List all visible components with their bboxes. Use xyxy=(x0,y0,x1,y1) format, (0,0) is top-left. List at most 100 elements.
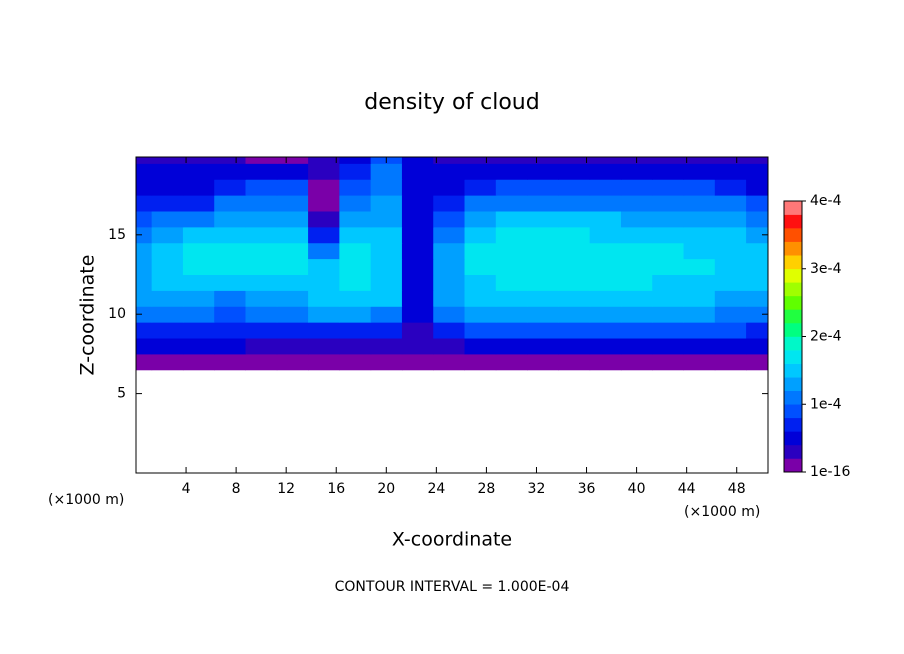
field-cell xyxy=(433,242,466,260)
field-cell xyxy=(527,258,559,276)
field-cell xyxy=(527,210,559,228)
field-cell xyxy=(339,290,372,307)
field-cell xyxy=(683,157,716,164)
field-cell xyxy=(746,195,768,212)
field-cell xyxy=(151,290,184,307)
field-cell xyxy=(308,157,340,164)
field-cell xyxy=(495,210,528,228)
colorbar-tick-label: 3e-4 xyxy=(810,261,842,277)
field-cell xyxy=(495,195,528,212)
field-cell xyxy=(464,242,497,260)
x-tick-label: 40 xyxy=(628,481,646,497)
field-cell xyxy=(464,157,497,164)
field-cell xyxy=(182,210,215,228)
field-cell xyxy=(495,338,528,355)
field-cell xyxy=(433,163,466,180)
field-cell xyxy=(683,242,716,260)
field-cell xyxy=(652,179,685,196)
field-cell xyxy=(182,274,215,291)
colorbar-segment xyxy=(784,295,802,310)
field-cell xyxy=(527,353,559,371)
field-cell xyxy=(558,353,591,371)
field-cell xyxy=(746,163,768,180)
field-cell xyxy=(276,179,309,196)
field-cell xyxy=(136,322,153,339)
field-cell xyxy=(136,242,153,260)
field-cell xyxy=(276,338,309,355)
field-cell xyxy=(339,322,372,339)
field-cell xyxy=(136,226,153,244)
field-cell xyxy=(182,157,215,164)
field-cell xyxy=(136,179,153,196)
field-cell xyxy=(589,274,622,291)
field-cell xyxy=(558,210,591,228)
field-cell xyxy=(746,274,768,291)
field-cell xyxy=(370,258,403,276)
field-cell xyxy=(652,226,685,244)
colorbar-tick-label: 1e-16 xyxy=(810,464,850,480)
field-cell xyxy=(652,306,685,323)
field-cell xyxy=(136,195,153,212)
field-cell xyxy=(495,290,528,307)
field-cell xyxy=(495,274,528,291)
field-cell xyxy=(136,157,153,164)
y-unit-label: (×1000 m) xyxy=(48,492,124,508)
x-tick-label: 12 xyxy=(277,481,295,497)
field-cell xyxy=(276,210,309,228)
field-cell xyxy=(401,226,434,244)
field-cell xyxy=(558,157,591,164)
field-cell xyxy=(308,306,340,323)
field-cell xyxy=(401,195,434,212)
field-cell xyxy=(433,338,466,355)
field-cell xyxy=(136,258,153,276)
field-cell xyxy=(276,353,309,371)
field-cell xyxy=(370,338,403,355)
field-cell xyxy=(652,163,685,180)
field-cell xyxy=(620,274,653,291)
field-cell xyxy=(589,210,622,228)
field-cell xyxy=(495,306,528,323)
field-cell xyxy=(433,353,466,371)
field-cell xyxy=(370,226,403,244)
field-cell xyxy=(339,242,372,260)
field-cell xyxy=(276,274,309,291)
field-cell xyxy=(714,306,747,323)
field-cell xyxy=(339,210,372,228)
field-cell xyxy=(401,353,434,371)
field-cell xyxy=(652,338,685,355)
field-cell xyxy=(746,179,768,196)
y-tick-label: 15 xyxy=(108,227,126,243)
field-cell xyxy=(683,290,716,307)
colorbar-segment xyxy=(784,201,802,215)
colorbar-segment xyxy=(784,322,802,337)
colorbar-segment xyxy=(784,282,802,297)
field-cell xyxy=(151,258,184,276)
x-tick-label: 8 xyxy=(232,481,241,497)
colorbar-segment xyxy=(784,255,802,270)
field-cell xyxy=(151,157,184,164)
field-cell xyxy=(589,163,622,180)
field-cell xyxy=(558,306,591,323)
field-cell xyxy=(214,258,247,276)
field-cell xyxy=(339,274,372,291)
field-cell xyxy=(245,179,278,196)
field-cell xyxy=(276,226,309,244)
field-cell xyxy=(589,353,622,371)
field-cell xyxy=(527,195,559,212)
field-cell xyxy=(245,322,278,339)
field-cell xyxy=(558,242,591,260)
field-cell xyxy=(620,258,653,276)
field-cell xyxy=(308,242,340,260)
colorbar-segment xyxy=(784,390,802,405)
field-cell xyxy=(464,179,497,196)
field-cell xyxy=(714,338,747,355)
field-cell xyxy=(182,179,215,196)
field-cell xyxy=(746,306,768,323)
field-cell xyxy=(182,306,215,323)
field-cell xyxy=(620,163,653,180)
field-cell xyxy=(182,242,215,260)
field-cell xyxy=(245,338,278,355)
field-cell xyxy=(182,290,215,307)
field-cell xyxy=(558,195,591,212)
field-cell xyxy=(714,290,747,307)
